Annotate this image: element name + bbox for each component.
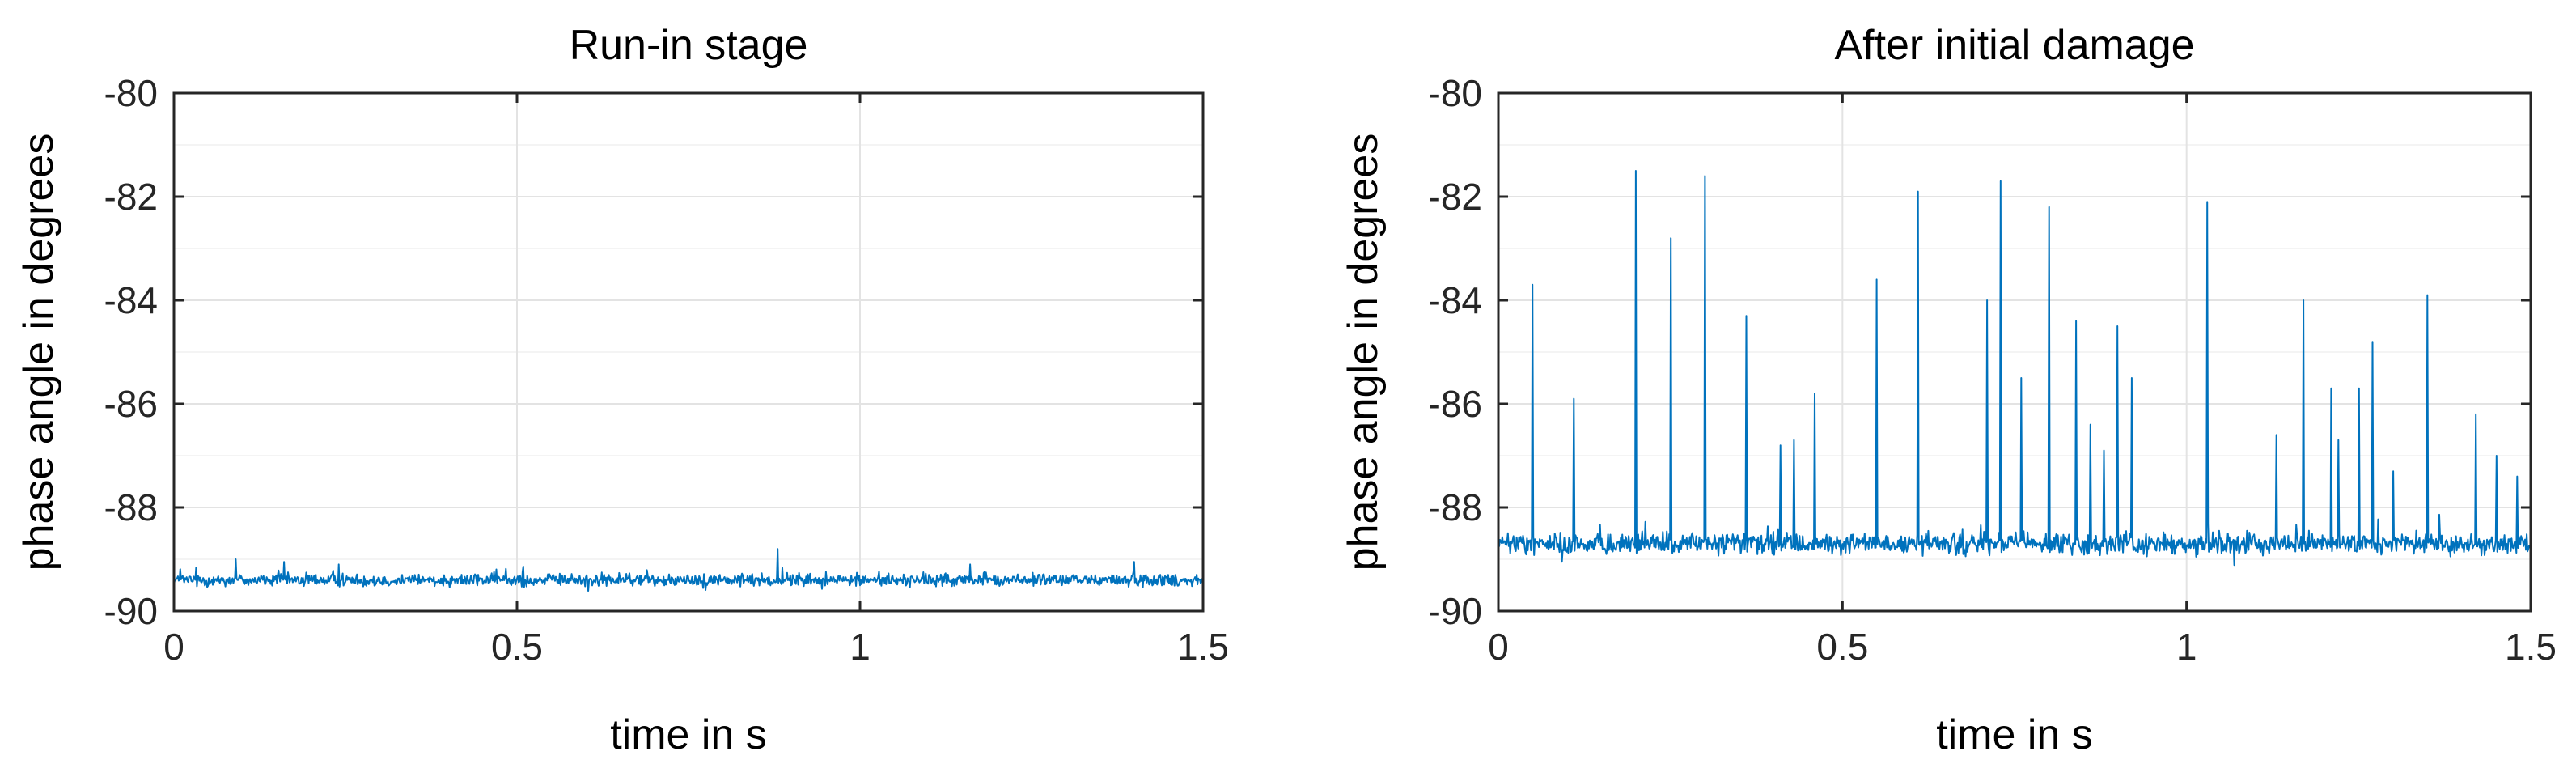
- x-tick-label: 1.5: [1177, 626, 1229, 668]
- y-tick-label: -84: [104, 279, 158, 321]
- chart-title: After initial damage: [1834, 22, 2194, 69]
- chart-run-in-stage: 0 0.5 1 1.5 -90 -88 -86 -84 -82 -80 Run-in stage ti…: [15, 22, 1229, 758]
- y-tick-label: -84: [1429, 279, 1482, 321]
- series-line: [173, 548, 1204, 592]
- chart-title: Run-in stage: [570, 22, 808, 69]
- x-tick-label: 0: [1488, 626, 1509, 668]
- y-tick-label: -82: [1429, 176, 1482, 218]
- x-tick-label: 1: [2176, 626, 2197, 668]
- x-tick-label: 1: [849, 626, 871, 668]
- y-tick-label: -86: [104, 383, 158, 425]
- series-line: [1498, 170, 2532, 567]
- y-tick-label: -90: [104, 590, 158, 632]
- x-axis-label: time in s: [610, 711, 767, 758]
- x-tick-label: 1.5: [2505, 626, 2557, 668]
- y-axis-label: phase angle in degrees: [15, 134, 62, 571]
- y-tick-label: -82: [104, 176, 158, 218]
- y-tick-label: -80: [1429, 72, 1482, 114]
- axes-frame: [172, 91, 1205, 613]
- x-tick-label: 0.5: [491, 626, 543, 668]
- x-axis-label: time in s: [1936, 711, 2093, 758]
- axes-frame: [1497, 91, 2532, 613]
- y-tick-label: -88: [1429, 486, 1482, 528]
- y-tick-label: -88: [104, 486, 158, 528]
- y-tick-label: -90: [1429, 590, 1482, 632]
- x-tick-label: 0.5: [1816, 626, 1868, 668]
- y-axis-label: phase angle in degrees: [1340, 134, 1387, 571]
- y-tick-label: -86: [1429, 383, 1482, 425]
- x-tick-label: 0: [163, 626, 184, 668]
- y-tick-label: -80: [104, 72, 158, 114]
- chart-after-initial-damage: 0 0.5 1 1.5 -90 -88 -86 -84 -82 -80 After initial …: [1340, 22, 2557, 758]
